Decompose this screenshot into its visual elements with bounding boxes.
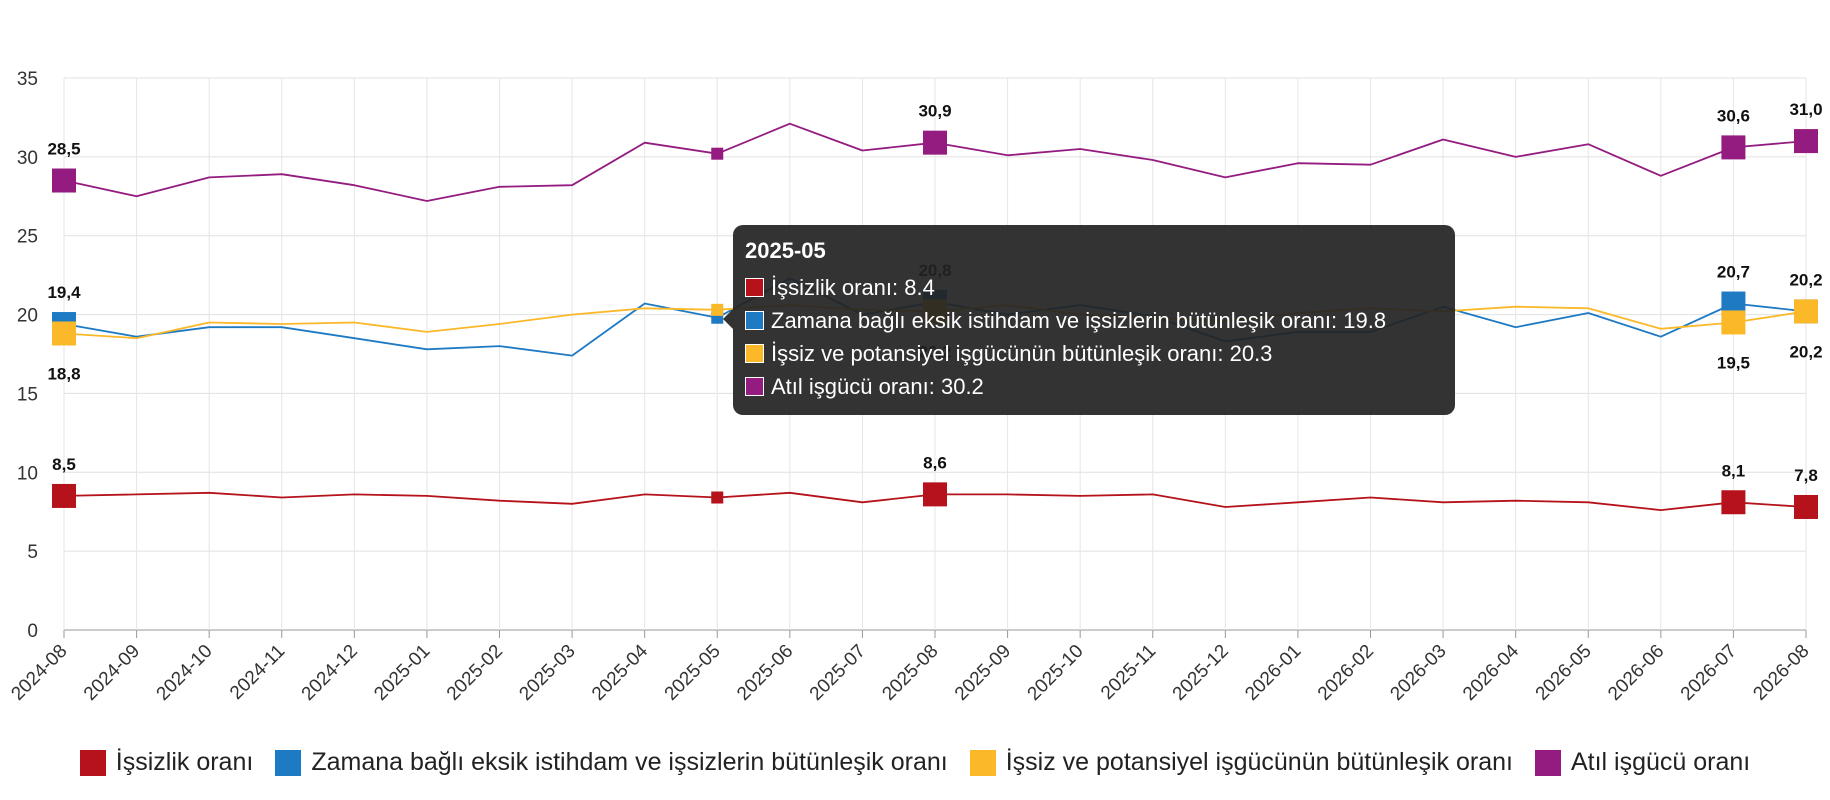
data-label: 19,5 [1717,353,1750,372]
y-tick-label: 0 [27,621,38,642]
data-point-marker[interactable] [52,321,76,346]
x-tick-label: 2025-10 [1024,641,1088,705]
tooltip-row-text: Atıl işgücü oranı: 30.2 [771,374,984,399]
x-tick-label: 2025-09 [951,641,1015,705]
data-point-marker[interactable] [1721,490,1746,515]
hover-point-marker[interactable] [711,303,724,316]
x-tick-label: 2025-03 [515,641,579,705]
y-tick-label: 15 [17,384,38,405]
x-tick-label: 2025-01 [370,641,434,705]
tooltip-row-text: İşsizlik oranı: 8.4 [771,275,935,300]
data-label: 19,4 [47,283,81,302]
y-tick-label: 35 [17,69,38,90]
y-tick-label: 25 [17,227,38,248]
x-tick-label: 2025-05 [661,641,725,705]
tooltip-swatch [745,377,764,396]
x-tick-label: 2024-12 [298,641,362,705]
tooltip-swatch [745,278,764,297]
data-point-marker[interactable] [1794,299,1818,324]
x-tick-label: 2026-06 [1604,641,1668,705]
x-tick-label: 2025-02 [443,641,507,705]
legend-item-issizlik[interactable]: İşsizlik oranı [79,748,254,777]
tooltip-swatch [745,344,764,363]
data-label: 20,2 [1789,342,1822,361]
data-label: 20,7 [1717,263,1750,282]
data-point-marker[interactable] [52,483,76,508]
data-point-marker[interactable] [52,168,76,193]
x-tick-label: 2026-04 [1459,640,1523,704]
y-tick-label: 20 [17,306,38,327]
data-label: 30,9 [918,102,951,121]
y-tick-label: 30 [17,148,38,169]
tooltip-row-text: İşsiz ve potansiyel işgücünün bütünleşik… [771,341,1273,366]
tooltip-caret [723,309,733,329]
legend-item-atil-isgucu[interactable]: Atıl işgücü oranı [1534,748,1751,777]
x-tick-label: 2025-12 [1169,641,1233,705]
x-tick-label: 2025-04 [588,640,652,704]
data-label: 31,0 [1789,100,1822,119]
x-tick-label: 2026-07 [1677,641,1741,705]
chart-tooltip: 2025-05 İşsizlik oranı: 8.4 Zamana bağlı… [723,225,1455,415]
data-label: 8,6 [923,453,947,472]
tooltip-swatch [745,311,764,330]
tooltip-row-issizlik: İşsizlik oranı: 8.4 [745,271,1443,304]
tooltip-row-issiz-potansiyel: İşsiz ve potansiyel işgücünün bütünleşik… [745,337,1443,370]
data-label: 30,6 [1717,106,1750,125]
x-tick-label: 2025-06 [733,641,797,705]
data-label: 7,8 [1794,466,1818,485]
data-point-marker[interactable] [1794,494,1818,519]
tooltip-row-atil-isgucu: Atıl işgücü oranı: 30.2 [745,370,1443,403]
legend-label: İşsiz ve potansiyel işgücünün bütünleşik… [1005,748,1513,776]
x-tick-label: 2024-09 [80,641,144,705]
data-label: 8,1 [1722,461,1746,480]
legend-swatch [969,749,996,776]
legend-label: Atıl işgücü oranı [1570,748,1751,776]
x-tick-label: 2026-02 [1314,641,1378,705]
data-point-marker[interactable] [1721,135,1746,160]
y-tick-label: 5 [27,542,38,563]
x-tick-label: 2024-10 [153,641,217,705]
tooltip-row-text: Zamana bağlı eksik istihdam ve işsizleri… [771,308,1387,333]
chart-legend: İşsizlik oranı Zamana bağlı eksik istihd… [0,748,1830,777]
hover-point-marker[interactable] [711,491,724,504]
x-tick-label: 2026-08 [1749,641,1813,705]
hover-point-marker[interactable] [711,147,724,160]
x-tick-label: 2026-05 [1532,641,1596,705]
data-label: 8,5 [52,455,76,474]
y-tick-label: 10 [17,463,38,484]
tooltip-row-zamana-bagli: Zamana bağlı eksik istihdam ve işsizleri… [745,304,1443,337]
x-tick-label: 2025-07 [806,641,870,705]
legend-item-issiz-potansiyel[interactable]: İşsiz ve potansiyel işgücünün bütünleşik… [969,748,1513,777]
legend-item-zamana-bagli[interactable]: Zamana bağlı eksik istihdam ve işsizleri… [275,748,948,777]
x-tick-label: 2025-11 [1097,641,1160,704]
x-tick-label: 2026-01 [1241,641,1305,705]
x-tick-label: 2025-08 [878,641,942,705]
data-point-marker[interactable] [923,130,947,155]
legend-swatch [1534,749,1561,776]
data-label: 18,8 [47,364,80,383]
legend-swatch [275,749,302,776]
tooltip-title: 2025-05 [745,238,826,263]
legend-label: Zamana bağlı eksik istihdam ve işsizleri… [311,748,948,776]
x-tick-label: 2026-03 [1386,641,1450,705]
legend-label: İşsizlik oranı [115,748,254,776]
data-point-marker[interactable] [1794,129,1818,154]
data-label: 28,5 [47,140,80,159]
x-tick-label: 2024-08 [7,641,71,705]
x-tick-label: 2024-11 [226,641,289,704]
data-label: 20,2 [1789,270,1822,289]
legend-swatch [79,749,106,776]
data-point-marker[interactable] [923,482,947,507]
data-point-marker[interactable] [1721,310,1746,335]
